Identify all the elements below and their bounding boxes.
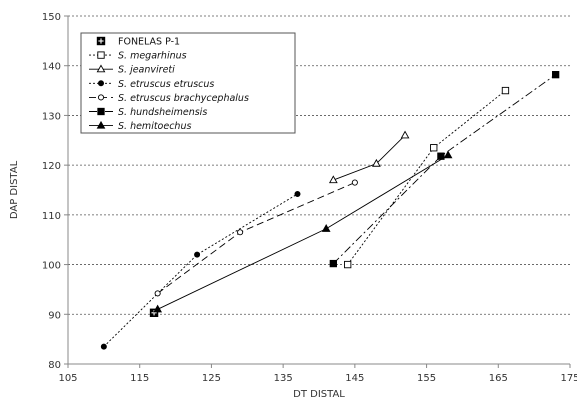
y-tick-label: 110 (42, 211, 61, 222)
data-point (443, 150, 453, 159)
data-point (344, 260, 352, 269)
data-point (294, 190, 301, 197)
x-tick-label: 145 (345, 373, 364, 384)
axes (67, 16, 570, 365)
x-tick-label: 155 (417, 373, 436, 384)
data-point (552, 71, 560, 79)
legend-box (80, 32, 296, 134)
y-tick-label: 80 (48, 360, 61, 371)
legend-item: S. etruscus etruscus (89, 79, 214, 90)
data-point (153, 304, 163, 313)
data-point (430, 144, 438, 152)
x-tick-label: 105 (58, 373, 77, 384)
series-line (157, 182, 356, 294)
x-tick-label: 125 (202, 373, 221, 384)
legend-item: S. hemitoechus (89, 120, 191, 132)
y-tick-label: 100 (42, 261, 61, 272)
legend-label: S. megarhinus (118, 51, 187, 62)
series-6 (153, 150, 453, 313)
data-point (154, 290, 161, 297)
series (100, 71, 560, 350)
legend-label: S. etruscus brachycephalus (118, 93, 249, 104)
legend-item: S. etruscus brachycephalus (89, 93, 249, 104)
legend-label: S. hundsheimensis (118, 107, 207, 118)
series-3 (100, 190, 301, 350)
y-tick-label: 120 (42, 161, 61, 172)
series-line (103, 193, 298, 347)
data-point (351, 179, 358, 186)
x-axis-title: DT DISTAL (293, 389, 345, 399)
legend-marker (98, 80, 105, 87)
y-tick-label: 130 (42, 111, 61, 122)
x-tick-label: 175 (560, 373, 577, 384)
data-point (329, 259, 337, 268)
legend-label: S. jeanvireti (118, 65, 175, 76)
y-tick-label: 140 (42, 62, 61, 73)
tick-labels: 105 115 125 135 145 155 165 175 80 90 100 110 120 130… (42, 12, 577, 384)
data-point (501, 86, 510, 95)
legend-label: S. hemitoechus (118, 121, 191, 132)
x-tick-label: 165 (489, 373, 508, 384)
data-point (194, 251, 201, 258)
y-axis-title: DAP DISTAL (9, 160, 20, 219)
x-tick-label: 135 (274, 373, 293, 384)
data-point (328, 175, 338, 184)
legend-marker (97, 107, 105, 116)
series-line (333, 74, 556, 264)
series-line (333, 134, 406, 181)
y-tick-label: 150 (42, 12, 61, 23)
legend: FONELAS P-1 S. megarhinus S. jeanvireti S. … (80, 32, 296, 134)
data-point (321, 224, 331, 232)
legend-marker (96, 36, 106, 46)
series-1 (344, 86, 510, 269)
legend-marker (96, 120, 106, 129)
y-tick-label: 90 (48, 310, 61, 321)
series-line (347, 90, 506, 265)
legend-label: FONELAS P-1 (118, 37, 180, 48)
legend-item: S. jeanvireti (89, 64, 175, 76)
series-2 (328, 130, 410, 184)
legend-label: S. etruscus etruscus (118, 79, 214, 90)
legend-marker (96, 64, 106, 73)
legend-item: S. hundsheimensis (89, 107, 207, 118)
x-tick-label: 115 (130, 373, 149, 384)
series-4 (154, 179, 358, 297)
series-5 (329, 71, 560, 268)
legend-marker (97, 94, 105, 101)
data-point (372, 158, 381, 167)
legend-item: S. megarhinus (89, 51, 187, 62)
data-point (237, 229, 244, 236)
legend-marker (97, 51, 105, 59)
series-line (157, 154, 449, 310)
data-point (100, 343, 107, 350)
legend-item: FONELAS P-1 (96, 36, 180, 48)
data-point (400, 130, 410, 139)
